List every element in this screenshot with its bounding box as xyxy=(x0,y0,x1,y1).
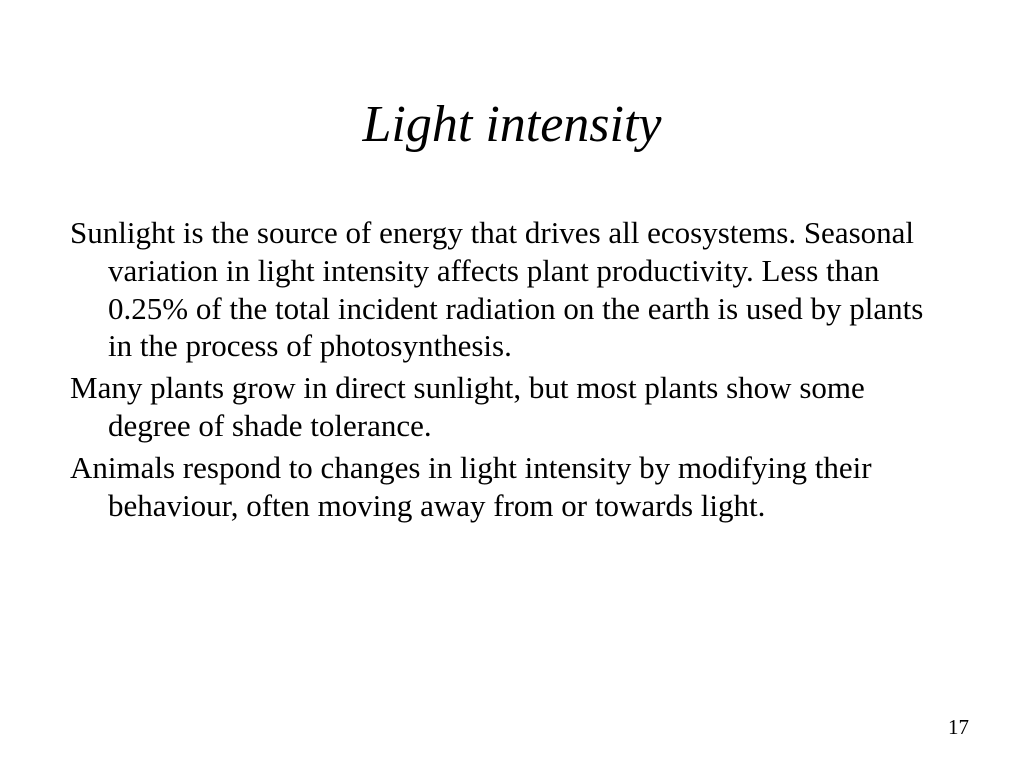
page-number: 17 xyxy=(948,715,969,740)
slide-title: Light intensity xyxy=(70,95,954,154)
slide-body: Sunlight is the source of energy that dr… xyxy=(70,214,954,525)
slide-container: Light intensity Sunlight is the source o… xyxy=(0,0,1024,768)
paragraph-1: Sunlight is the source of energy that dr… xyxy=(70,214,954,365)
paragraph-3: Animals respond to changes in light inte… xyxy=(70,449,954,525)
paragraph-2: Many plants grow in direct sunlight, but… xyxy=(70,369,954,445)
